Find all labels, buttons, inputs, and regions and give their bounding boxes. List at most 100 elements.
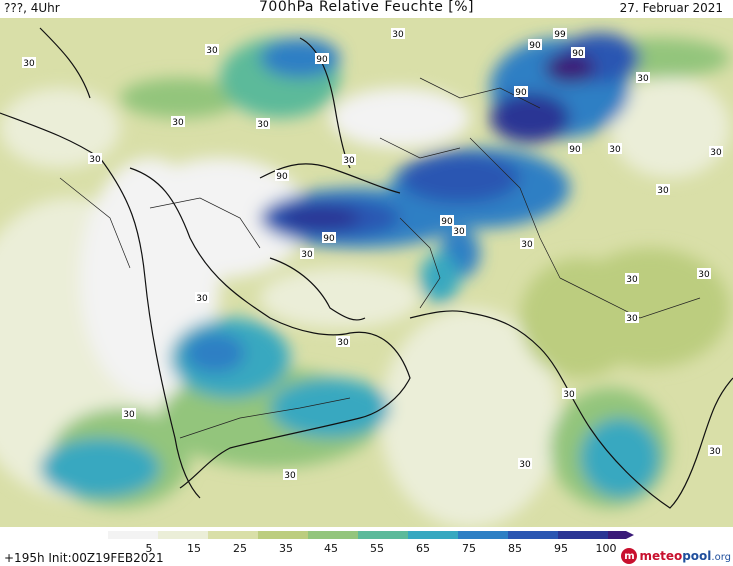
contour-label: 90 [571, 47, 585, 59]
contour-label: 30 [88, 153, 102, 165]
humidity-field [0, 33, 730, 527]
contour-label: 30 [625, 312, 639, 324]
contour-label: 30 [171, 116, 185, 128]
contour-label: 30 [625, 273, 639, 285]
contour-label: 30 [656, 184, 670, 196]
contour-label: 30 [342, 154, 356, 166]
svg-text:30: 30 [637, 74, 649, 84]
contour-label: 30 [518, 458, 532, 470]
contour-label: 90 [315, 53, 329, 65]
legend-swatch [308, 531, 358, 539]
borders [59, 77, 701, 439]
legend-swatch [408, 531, 458, 539]
svg-text:30: 30 [89, 155, 101, 165]
svg-text:90: 90 [316, 55, 328, 65]
contour-label: 30 [205, 44, 219, 56]
svg-text:90: 90 [441, 217, 453, 227]
svg-text:30: 30 [657, 186, 669, 196]
svg-text:30: 30 [172, 118, 184, 128]
svg-text:90: 90 [515, 88, 527, 98]
svg-text:90: 90 [572, 49, 584, 59]
svg-text:99: 99 [554, 30, 566, 40]
legend-tick: 45 [324, 542, 338, 555]
contour-label: 30 [697, 268, 711, 280]
svg-text:90: 90 [323, 234, 335, 244]
map-title: 700hPa Relative Feuchte [%] [259, 0, 474, 15]
contour-label: 90 [440, 215, 454, 227]
contour-label: 90 [275, 170, 289, 182]
svg-text:30: 30 [563, 390, 575, 400]
legend-tick: 75 [462, 542, 476, 555]
svg-text:30: 30 [343, 156, 355, 166]
contour-label: 30 [283, 469, 297, 481]
svg-text:30: 30 [337, 338, 349, 348]
contour-label: 30 [391, 28, 405, 40]
svg-text:30: 30 [626, 314, 638, 324]
svg-text:90: 90 [569, 145, 581, 155]
contour-label: 30 [452, 225, 466, 237]
svg-text:30: 30 [284, 471, 296, 481]
legend: 5 15 25 35 45 55 65 75 85 95 100 +195h I… [0, 527, 733, 566]
logo-pool-text: pool [682, 549, 712, 563]
contour-label: 30 [520, 238, 534, 250]
humidity-map: 30 30 30 30 30 30 30 30 30 30 30 30 30 3… [0, 18, 733, 527]
svg-text:90: 90 [276, 172, 288, 182]
svg-text:30: 30 [519, 460, 531, 470]
legend-swatch [458, 531, 508, 539]
contour-label: 30 [195, 292, 209, 304]
svg-text:90: 90 [529, 41, 541, 51]
legend-swatch [208, 531, 258, 539]
legend-tick: 100 [595, 542, 617, 555]
contour-label: 30 [709, 146, 723, 158]
contour-label: 30 [636, 72, 650, 84]
forecast-time-label: ???, 4Uhr [4, 1, 60, 15]
contour-label: 30 [562, 388, 576, 400]
contour-label: 90 [514, 86, 528, 98]
legend-swatch [108, 531, 158, 539]
legend-swatch [358, 531, 408, 539]
contour-label: 30 [22, 57, 36, 69]
contour-label: 30 [708, 445, 722, 457]
meteopool-logo[interactable]: m meteopool.org [621, 547, 731, 565]
svg-text:30: 30 [626, 275, 638, 285]
svg-text:30: 30 [453, 227, 465, 237]
svg-text:30: 30 [609, 145, 621, 155]
contour-label: 90 [568, 143, 582, 155]
legend-swatch [158, 531, 208, 539]
legend-swatch [608, 531, 634, 539]
svg-text:30: 30 [392, 30, 404, 40]
legend-swatch [258, 531, 308, 539]
legend-tick: 85 [508, 542, 522, 555]
model-run-info: +195h Init:00Z19FEB2021 [4, 551, 164, 565]
contour-label: 30 [300, 248, 314, 260]
legend-swatch [558, 531, 608, 539]
contour-label: 90 [528, 39, 542, 51]
svg-text:30: 30 [23, 59, 35, 69]
contour-labels: 30 30 30 30 30 30 30 30 30 30 30 30 30 3… [22, 28, 723, 481]
svg-text:30: 30 [123, 410, 135, 420]
legend-color-bar [108, 531, 634, 539]
svg-text:30: 30 [698, 270, 710, 280]
meteopool-logo-icon: m [621, 548, 638, 564]
legend-tick: 65 [416, 542, 430, 555]
contour-label: 30 [336, 336, 350, 348]
svg-text:30: 30 [710, 148, 722, 158]
title-bar: ???, 4Uhr 700hPa Relative Feuchte [%] 27… [0, 0, 733, 18]
forecast-date: 27. Februar 2021 [619, 1, 723, 15]
contour-label: 99 [553, 28, 567, 40]
legend-tick: 35 [279, 542, 293, 555]
legend-tick: 95 [554, 542, 568, 555]
contour-label: 30 [608, 143, 622, 155]
svg-text:30: 30 [257, 120, 269, 130]
legend-swatch [508, 531, 558, 539]
logo-org-text: .org [711, 552, 731, 563]
logo-meteo-text: meteo [639, 549, 683, 563]
contour-label: 30 [122, 408, 136, 420]
svg-text:30: 30 [709, 447, 721, 457]
svg-text:30: 30 [196, 294, 208, 304]
legend-tick: 15 [187, 542, 201, 555]
legend-tick: 55 [370, 542, 384, 555]
svg-text:30: 30 [521, 240, 533, 250]
legend-tick: 5 [145, 542, 153, 555]
legend-tick: 25 [233, 542, 247, 555]
